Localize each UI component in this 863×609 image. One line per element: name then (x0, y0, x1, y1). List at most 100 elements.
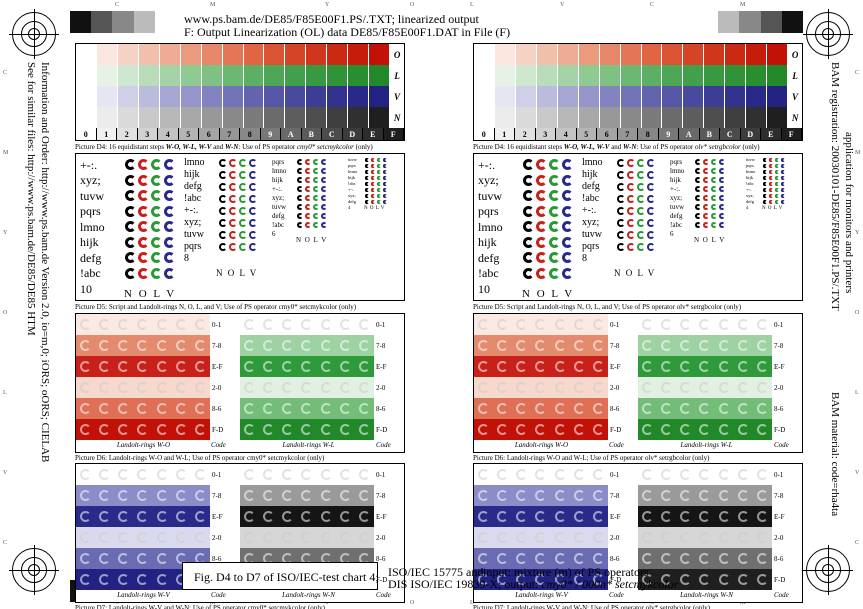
d5-script-chart: +-:. xyz; tuvw pqrs lmno hijk defg !abc 10 N O L … (473, 153, 803, 301)
d6-landolt-ring-icon (680, 382, 692, 393)
d7-landolt-ring-icon (118, 553, 130, 564)
edge-letter-bottom: M (210, 600, 216, 606)
d7-ring-cell (695, 485, 714, 506)
d4-row-v: V (474, 86, 802, 107)
landolt-ring-icon (164, 174, 175, 186)
d7-landolt-ring-icon (478, 574, 490, 585)
d6-landolt-ring-icon (244, 340, 256, 351)
d6-ring-cell (531, 419, 550, 440)
d7-ring-cell (753, 569, 772, 590)
d7-landolt-ring-icon (156, 469, 168, 480)
d7-right-block (638, 506, 772, 527)
d6-landolt-ring-icon (573, 403, 585, 414)
edge-letter-top: C (115, 2, 120, 8)
d6-ring-cell (278, 377, 297, 398)
d6-ring-cell (133, 335, 152, 356)
d7-ring-cell (657, 464, 676, 485)
d7-ring-cell (676, 527, 695, 548)
d4-step-patch (599, 86, 621, 107)
d7-ring-cell (191, 527, 210, 548)
d5-script-row: defg (184, 181, 258, 193)
d6-ring-cell (355, 377, 374, 398)
landolt-ring-icon (536, 205, 547, 217)
d7-landolt-ring-icon (339, 469, 351, 480)
d7-landolt-ring-icon (263, 532, 275, 543)
d6-ring-cell (551, 377, 570, 398)
d6-ring-cell (191, 335, 210, 356)
d6-left-block (76, 335, 210, 356)
landolt-ring-icon (523, 221, 534, 233)
d7-ring-cell (297, 485, 316, 506)
d6-ring-cell (355, 335, 374, 356)
landolt-ring-icon (125, 267, 136, 279)
d7-ring-cell (551, 569, 570, 590)
d4-step-number: E (761, 128, 782, 140)
d6-landolt-ring-icon (156, 382, 168, 393)
d5-script-row: xyz; (184, 217, 258, 229)
d6-ring-cell (317, 419, 336, 440)
d6-ring-cell (474, 377, 493, 398)
d5-script-text: !abc (184, 193, 202, 204)
landolt-ring-icon (125, 159, 136, 171)
d7-ring-cell (240, 506, 259, 527)
d7-landolt-ring-icon (516, 553, 528, 564)
d5-script-text: 8 (582, 253, 587, 264)
d4-step-number: 2 (515, 128, 536, 140)
d7-landolt-ring-icon (80, 574, 92, 585)
d6-ring-cell (589, 356, 608, 377)
landolt-ring-icon (719, 212, 725, 219)
d4-step-patch (599, 44, 621, 65)
d6-ring-cell (355, 398, 374, 419)
d7-ring-cell (297, 527, 316, 548)
d7-ring-cell (734, 527, 753, 548)
landolt-ring-icon (719, 221, 725, 228)
d7-ring-cell (133, 527, 152, 548)
edge-letter-top: L (470, 2, 474, 8)
d7-right-block (638, 569, 772, 590)
d4-step-patch (138, 65, 160, 86)
d7-landolt-ring-icon (592, 469, 604, 480)
d5-letters-large: N O L V (522, 288, 573, 300)
d5-script-text: +-:. (272, 184, 282, 193)
d7-sublabel-left: Landolt-rings W-V (117, 591, 170, 599)
d6-code-label: 8-6 (210, 398, 240, 419)
d7-ring-cell (676, 548, 695, 569)
d7-landolt-ring-icon (497, 511, 509, 522)
landolt-ring-icon (637, 195, 645, 203)
d4-step-patch (578, 65, 600, 86)
d4-step-patch (285, 107, 307, 128)
d4-step-patch (306, 107, 328, 128)
d6-landolt-ring-icon (282, 424, 294, 435)
d5-script-text: hijk (80, 235, 99, 250)
landolt-ring-icon (763, 176, 767, 180)
d6-ring-cell (638, 314, 657, 335)
d4-caption: Picture D4: 16 equidistant steps W-O, W-… (75, 143, 373, 151)
edge-letter-bottom: L (470, 600, 474, 606)
d6-landolt-ring-icon (137, 361, 149, 372)
landolt-ring-icon (239, 231, 247, 239)
d4-step-patch (662, 86, 684, 107)
landolt-ring-icon (617, 171, 625, 179)
d6-landolt-ring-icon (301, 340, 313, 351)
d6-table-row: 8-6 8-6 (474, 398, 802, 419)
landolt-ring-icon (562, 236, 573, 248)
landolt-ring-icon (365, 182, 369, 186)
d7-ring-cell (589, 506, 608, 527)
landolt-ring-icon (627, 195, 635, 203)
d6-landolt-ring-icon (175, 340, 187, 351)
d6-landolt-ring-icon (301, 424, 313, 435)
landolt-ring-icon (383, 158, 387, 162)
landolt-ring-icon (523, 190, 534, 202)
d6-landolt-ring-icon (554, 382, 566, 393)
d6-ring-cell (695, 356, 714, 377)
d5-script-text: lmno (478, 219, 503, 234)
d5-script-text: hijk (272, 175, 283, 184)
d7-ring-cell (570, 569, 589, 590)
d7-landolt-ring-icon (535, 469, 547, 480)
d4-step-patch (327, 44, 349, 65)
d7-ring-cell (172, 485, 191, 506)
d6-landolt-table: 0-1 0-1 7-8 7-8 E-F E-F 2-0 2-0 8-6 8-6 F-D F-D Land… (473, 313, 803, 453)
d6-ring-cell (191, 398, 210, 419)
d5-script-row: xyz; (582, 217, 656, 229)
